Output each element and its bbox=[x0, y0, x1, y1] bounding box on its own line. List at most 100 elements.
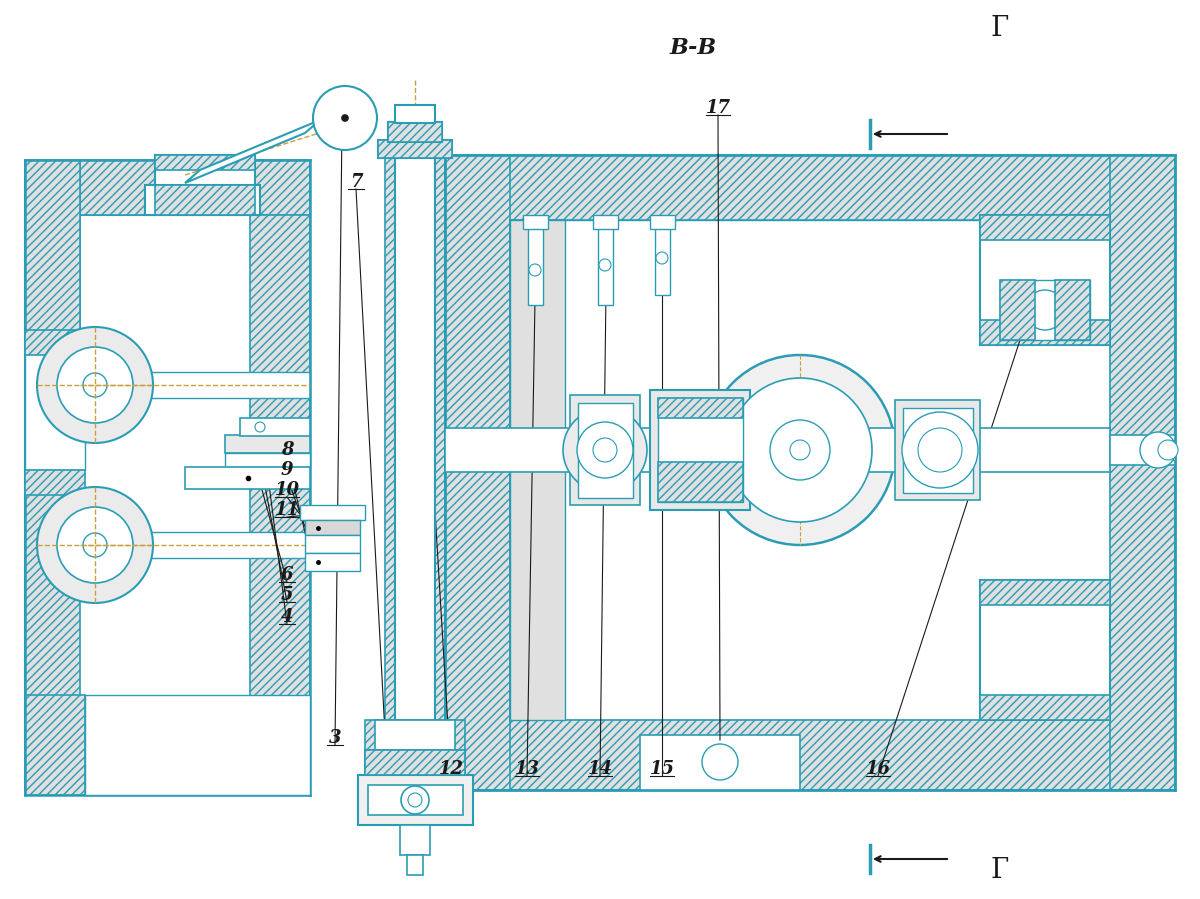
Bar bbox=[658, 462, 743, 502]
Circle shape bbox=[656, 252, 668, 264]
Bar bbox=[25, 160, 305, 215]
Circle shape bbox=[37, 487, 154, 603]
Circle shape bbox=[902, 412, 978, 488]
Bar bbox=[358, 775, 473, 825]
Circle shape bbox=[563, 408, 647, 492]
Bar bbox=[570, 395, 640, 505]
Bar bbox=[385, 155, 445, 770]
Bar bbox=[510, 220, 1110, 720]
Circle shape bbox=[256, 422, 265, 432]
Bar bbox=[510, 220, 565, 720]
Bar bbox=[365, 720, 466, 775]
Bar bbox=[407, 855, 424, 875]
Bar bbox=[226, 435, 310, 453]
Bar bbox=[1000, 280, 1034, 340]
Bar bbox=[528, 220, 542, 305]
Bar bbox=[658, 398, 743, 502]
Bar bbox=[658, 398, 743, 418]
Bar bbox=[25, 750, 305, 790]
Circle shape bbox=[58, 347, 133, 423]
Bar bbox=[445, 155, 1175, 220]
Text: 11: 11 bbox=[275, 501, 300, 519]
Bar bbox=[80, 160, 310, 215]
Text: 8: 8 bbox=[281, 441, 293, 459]
Bar bbox=[650, 390, 750, 510]
Circle shape bbox=[83, 533, 107, 557]
Text: 3: 3 bbox=[329, 729, 341, 747]
Bar bbox=[400, 825, 430, 855]
Bar bbox=[374, 720, 455, 775]
Circle shape bbox=[342, 115, 348, 121]
Bar bbox=[185, 467, 310, 489]
Circle shape bbox=[918, 428, 962, 472]
Circle shape bbox=[702, 744, 738, 780]
Bar bbox=[598, 220, 613, 305]
Bar bbox=[25, 160, 80, 750]
Circle shape bbox=[706, 355, 895, 545]
Text: 10: 10 bbox=[275, 481, 300, 499]
Bar bbox=[388, 122, 442, 142]
Circle shape bbox=[577, 422, 634, 478]
Bar bbox=[1110, 155, 1175, 790]
Bar bbox=[980, 215, 1110, 240]
Circle shape bbox=[408, 793, 422, 807]
Circle shape bbox=[1140, 432, 1176, 468]
Circle shape bbox=[529, 264, 541, 276]
Circle shape bbox=[770, 420, 830, 480]
Bar bbox=[145, 185, 260, 215]
Bar bbox=[250, 215, 310, 750]
Bar bbox=[395, 155, 436, 770]
Text: 6: 6 bbox=[281, 566, 293, 584]
Bar bbox=[1145, 440, 1175, 460]
Bar bbox=[578, 403, 634, 498]
Polygon shape bbox=[185, 120, 320, 183]
Bar bbox=[640, 735, 800, 790]
Bar bbox=[445, 155, 510, 790]
Text: B-B: B-B bbox=[670, 37, 716, 59]
Bar bbox=[25, 330, 85, 355]
Circle shape bbox=[1158, 440, 1178, 460]
Bar bbox=[388, 122, 442, 142]
Text: 16: 16 bbox=[865, 760, 890, 778]
Bar bbox=[155, 155, 256, 170]
Bar bbox=[523, 215, 548, 229]
Circle shape bbox=[313, 86, 377, 150]
Bar bbox=[85, 695, 310, 795]
Text: 9: 9 bbox=[281, 461, 293, 479]
Bar bbox=[593, 215, 618, 229]
Bar bbox=[155, 155, 256, 185]
Bar bbox=[80, 532, 310, 558]
Circle shape bbox=[37, 327, 154, 443]
Text: 17: 17 bbox=[706, 99, 731, 117]
Bar bbox=[300, 505, 365, 520]
Bar bbox=[378, 140, 452, 158]
Bar bbox=[368, 785, 463, 815]
Text: 12: 12 bbox=[438, 760, 463, 778]
Bar bbox=[980, 580, 1110, 720]
Circle shape bbox=[593, 438, 617, 462]
Circle shape bbox=[401, 786, 430, 814]
Bar bbox=[25, 470, 85, 495]
Text: Г: Г bbox=[991, 14, 1009, 41]
Bar bbox=[25, 695, 85, 795]
Bar bbox=[395, 105, 436, 123]
Text: 4: 4 bbox=[281, 608, 293, 626]
Bar bbox=[1110, 435, 1175, 465]
Bar bbox=[650, 215, 674, 229]
Bar bbox=[25, 160, 80, 360]
Bar bbox=[25, 330, 85, 470]
Text: 5: 5 bbox=[281, 586, 293, 604]
Circle shape bbox=[790, 440, 810, 460]
Bar bbox=[904, 408, 973, 493]
Bar bbox=[655, 220, 670, 295]
Circle shape bbox=[83, 373, 107, 397]
Bar bbox=[1000, 280, 1090, 340]
Bar bbox=[305, 535, 360, 553]
Bar bbox=[305, 520, 360, 535]
Bar bbox=[980, 580, 1110, 605]
Bar bbox=[155, 185, 256, 215]
Bar bbox=[25, 215, 305, 750]
Bar bbox=[1055, 280, 1090, 340]
Bar bbox=[378, 140, 452, 158]
Text: Г: Г bbox=[991, 857, 1009, 884]
